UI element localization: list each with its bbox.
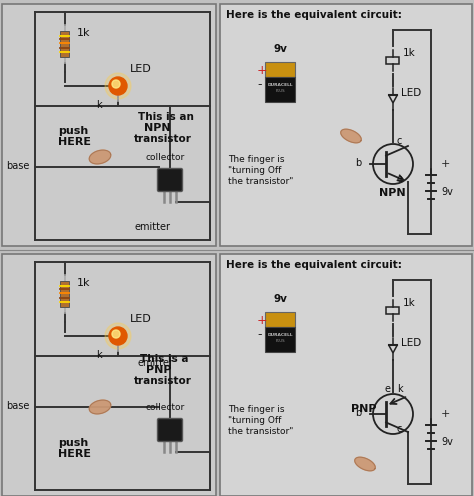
Text: The finger is: The finger is [228,155,284,164]
Text: +: + [257,314,268,327]
Text: push: push [58,126,88,136]
Circle shape [112,80,120,88]
Bar [265,312,295,327]
Text: push: push [58,438,88,448]
Bar [220,254,472,496]
Circle shape [109,327,127,345]
Text: 9v: 9v [273,294,287,304]
Text: HERE: HERE [58,137,91,147]
Text: e: e [397,174,403,184]
Text: PNP: PNP [351,404,376,414]
Text: k: k [96,350,101,360]
Text: 1k: 1k [403,298,416,308]
Bar [2,4,216,246]
Text: emitter: emitter [138,358,174,368]
Text: LED: LED [401,88,421,98]
Text: This is a: This is a [140,354,189,364]
Text: PLUS: PLUS [275,339,285,343]
Text: the transistor": the transistor" [228,427,293,436]
Text: +: + [257,64,268,77]
Bar [386,57,400,63]
Text: k: k [397,384,402,394]
Circle shape [109,77,127,95]
Text: HERE: HERE [58,449,91,459]
Text: 1k: 1k [77,28,91,38]
Bar [220,4,472,246]
Text: "turning Off: "turning Off [228,166,282,175]
Bar [265,77,295,102]
Text: 1k: 1k [77,278,91,288]
Circle shape [105,323,131,349]
Bar [265,327,295,352]
Text: k: k [96,100,101,110]
Polygon shape [355,457,375,471]
FancyBboxPatch shape [157,419,182,441]
Text: DURACELL: DURACELL [267,83,293,87]
Text: the transistor": the transistor" [228,177,293,186]
Text: This is an: This is an [138,112,194,122]
Bar [386,307,400,313]
Text: -: - [257,328,262,341]
Text: b: b [355,158,361,168]
Circle shape [105,73,131,99]
Polygon shape [89,400,111,414]
Text: LED: LED [130,64,152,74]
Polygon shape [89,150,111,164]
Text: LED: LED [401,338,421,348]
Text: 9v: 9v [273,44,287,54]
Text: b: b [355,408,361,418]
Text: e: e [385,384,391,394]
Text: LED: LED [130,314,152,324]
Text: The finger is: The finger is [228,405,284,414]
Text: +: + [441,159,450,169]
Bar [2,254,216,496]
Text: 9v: 9v [441,437,453,447]
Text: DURACELL: DURACELL [267,333,293,337]
Text: transistor: transistor [134,376,192,386]
Bar [265,62,295,77]
Text: NPN: NPN [379,188,406,198]
Text: NPN: NPN [144,123,171,133]
Circle shape [112,330,120,338]
Text: -: - [257,78,262,91]
Text: +: + [441,409,450,419]
Text: base: base [6,401,29,411]
Text: c: c [397,136,402,146]
Text: 9v: 9v [441,187,453,197]
Text: PNP: PNP [146,365,172,375]
Text: c: c [397,424,402,434]
Text: 1k: 1k [403,48,416,58]
Text: transistor: transistor [134,134,192,144]
Text: Here is the equivalent circuit:: Here is the equivalent circuit: [226,260,402,270]
Polygon shape [341,129,361,143]
Text: "turning Off: "turning Off [228,416,282,425]
Text: Here is the equivalent circuit:: Here is the equivalent circuit: [226,10,402,20]
Text: PLUS: PLUS [275,89,285,93]
Text: base: base [6,161,29,171]
FancyBboxPatch shape [157,169,182,191]
Bar [61,281,70,307]
Text: collector: collector [146,403,185,412]
Text: collector: collector [146,153,185,162]
Bar [61,31,70,57]
Text: emitter: emitter [135,222,171,232]
